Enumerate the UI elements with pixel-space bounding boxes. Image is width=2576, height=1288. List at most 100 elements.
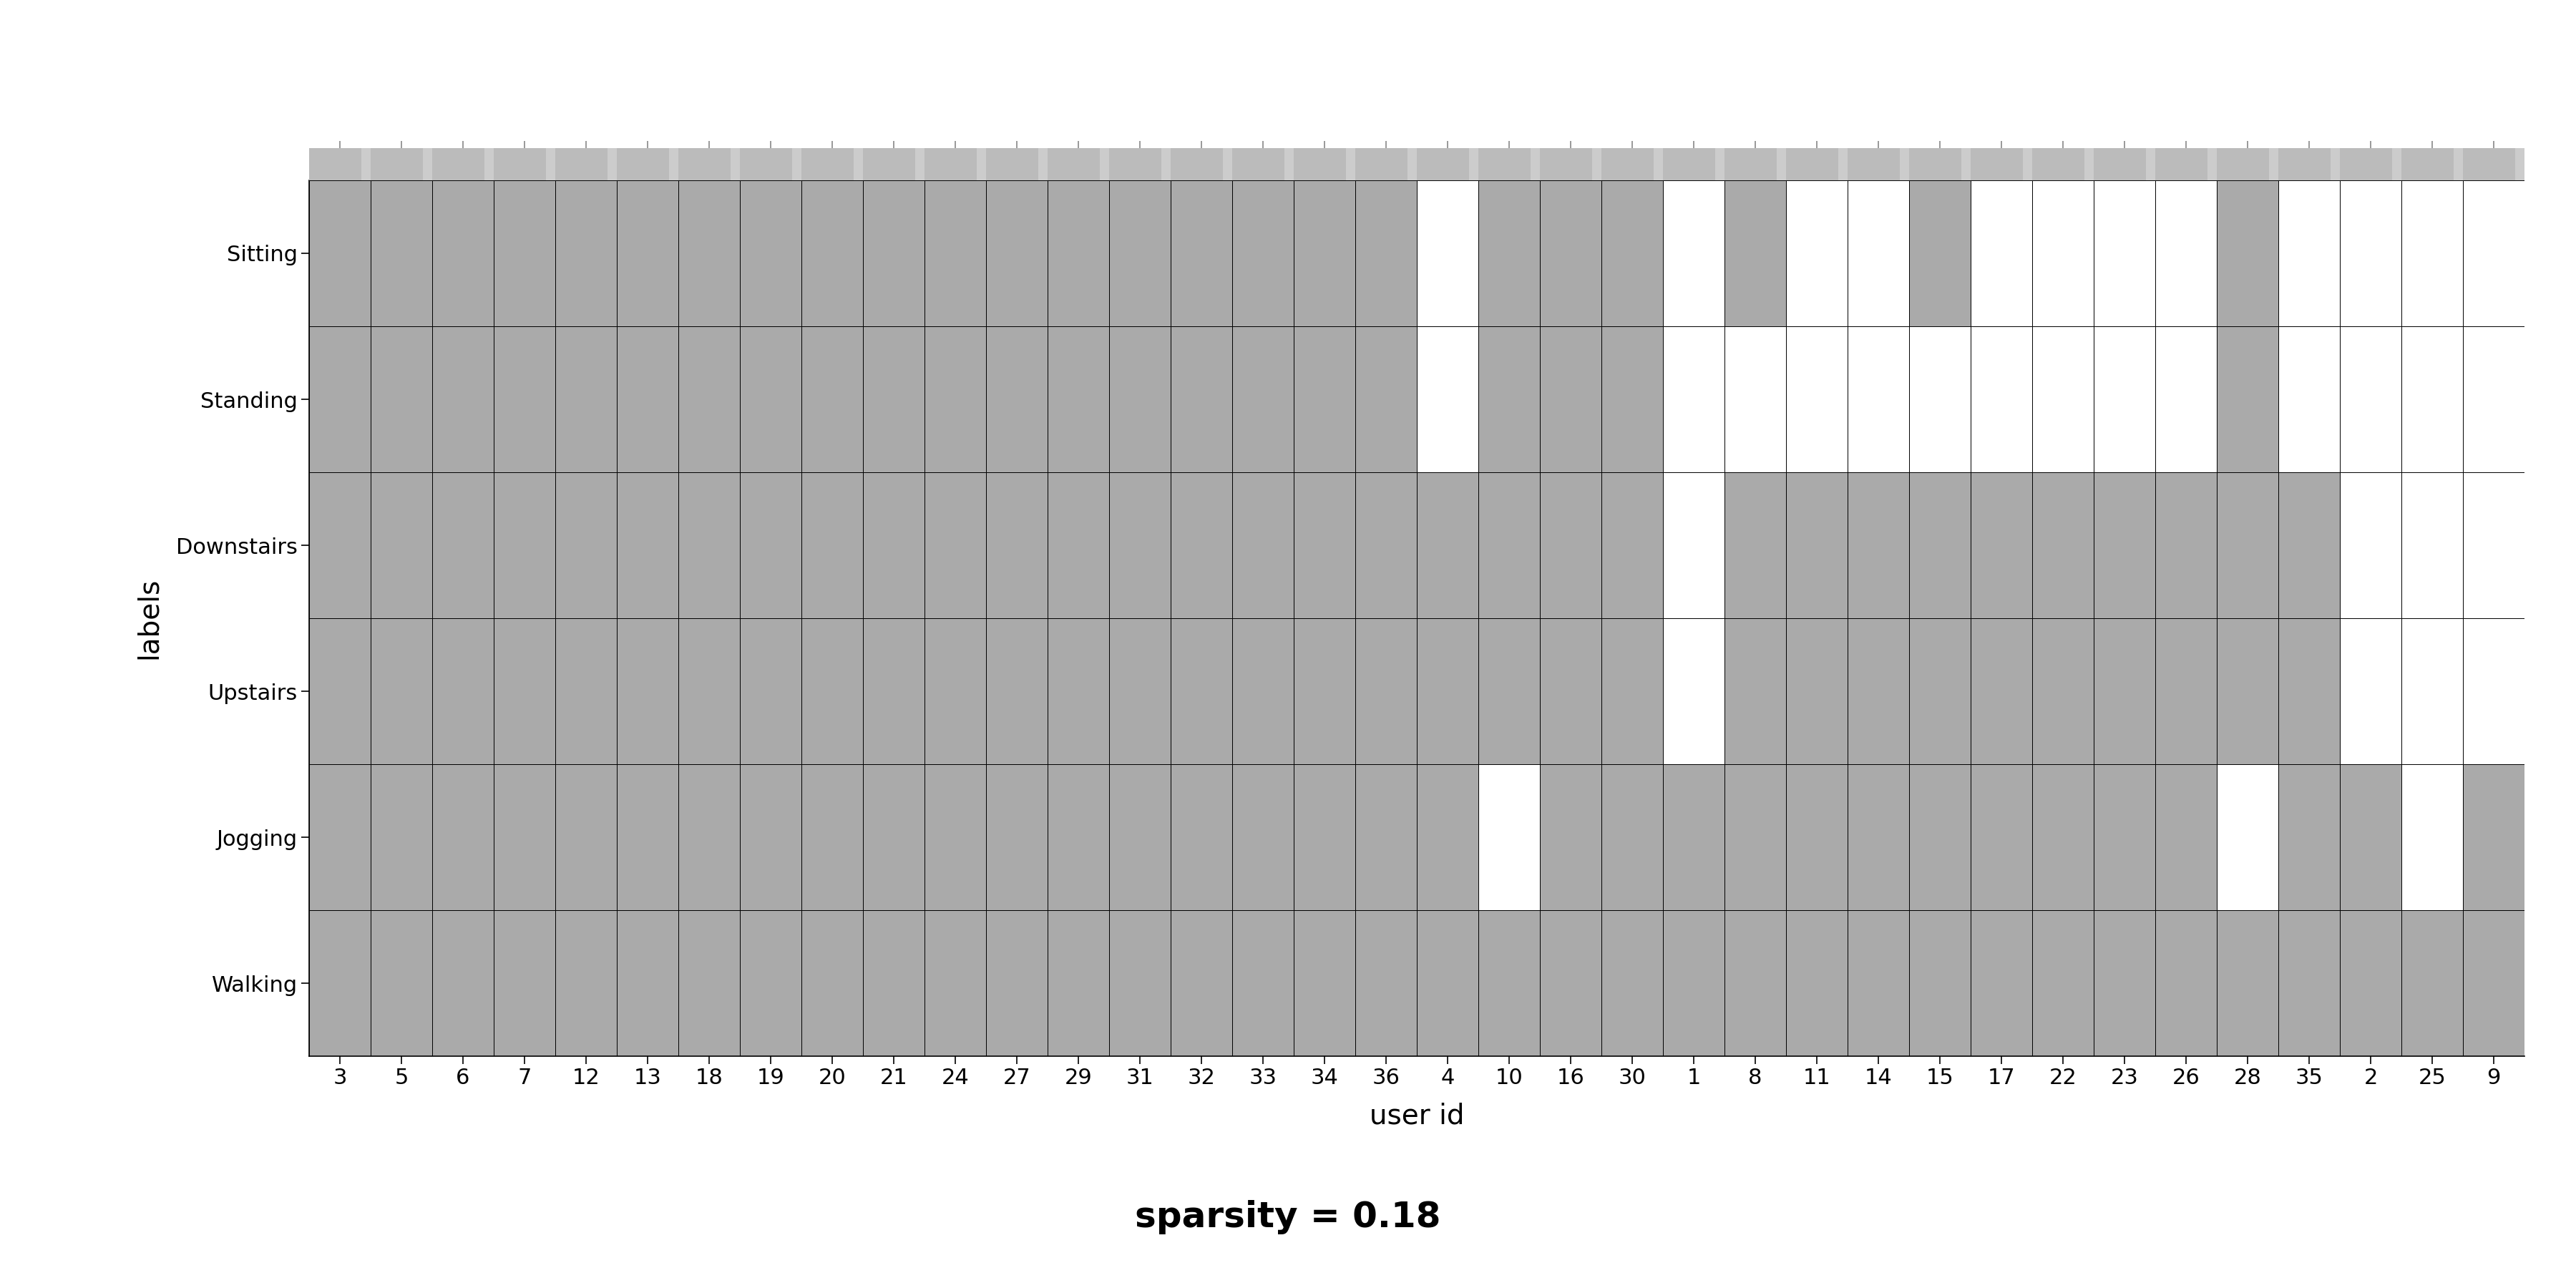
Bar xyxy=(801,473,863,618)
Bar xyxy=(1723,764,1785,911)
Bar xyxy=(1048,764,1110,911)
Bar xyxy=(309,764,371,911)
Bar xyxy=(1785,180,1847,326)
Bar xyxy=(1110,473,1170,618)
Bar xyxy=(677,911,739,1056)
Bar xyxy=(1540,764,1602,911)
Bar xyxy=(2277,764,2339,911)
Bar xyxy=(1847,148,1901,180)
Bar xyxy=(616,618,677,764)
Bar xyxy=(677,326,739,473)
Bar xyxy=(739,911,801,1056)
Bar xyxy=(863,180,925,326)
Bar xyxy=(1602,618,1664,764)
Bar xyxy=(863,764,925,911)
Bar xyxy=(1723,911,1785,1056)
Bar xyxy=(1909,473,1971,618)
Bar xyxy=(1540,148,1592,180)
Bar xyxy=(2401,180,2463,326)
Bar xyxy=(1540,911,1602,1056)
Bar xyxy=(1170,618,1231,764)
Bar xyxy=(1909,764,1971,911)
Bar xyxy=(677,764,739,911)
Bar xyxy=(556,326,616,473)
Bar xyxy=(2463,148,2514,180)
Bar xyxy=(739,764,801,911)
Bar xyxy=(2339,911,2401,1056)
Bar xyxy=(1048,148,1100,180)
Bar xyxy=(863,326,925,473)
Bar xyxy=(739,473,801,618)
Bar xyxy=(2156,911,2218,1056)
Bar xyxy=(925,148,976,180)
Bar xyxy=(433,911,495,1056)
Bar xyxy=(1971,764,2032,911)
Bar xyxy=(495,911,556,1056)
Bar xyxy=(556,911,616,1056)
Bar xyxy=(1909,148,1960,180)
Bar xyxy=(1231,764,1293,911)
Bar xyxy=(1231,326,1293,473)
Bar xyxy=(371,326,433,473)
Bar xyxy=(433,180,495,326)
X-axis label: user id: user id xyxy=(1370,1103,1463,1130)
Bar xyxy=(1293,473,1355,618)
Bar xyxy=(495,473,556,618)
Bar xyxy=(2218,764,2277,911)
Bar xyxy=(1048,911,1110,1056)
Bar xyxy=(1355,911,1417,1056)
Bar xyxy=(1170,148,1224,180)
Bar xyxy=(2401,764,2463,911)
Bar xyxy=(1479,764,1540,911)
Bar xyxy=(371,473,433,618)
Bar xyxy=(1971,618,2032,764)
Bar xyxy=(1417,764,1479,911)
Bar xyxy=(1170,911,1231,1056)
Bar xyxy=(1540,180,1602,326)
Bar xyxy=(677,180,739,326)
Bar xyxy=(925,764,987,911)
Bar xyxy=(495,148,546,180)
Bar xyxy=(1723,618,1785,764)
Bar xyxy=(1602,764,1664,911)
Bar xyxy=(433,473,495,618)
Bar xyxy=(2277,911,2339,1056)
Bar xyxy=(495,764,556,911)
Bar xyxy=(1355,473,1417,618)
Bar xyxy=(1110,618,1170,764)
Bar xyxy=(1479,148,1530,180)
Bar xyxy=(2032,473,2094,618)
Bar xyxy=(1723,180,1785,326)
Bar xyxy=(1971,473,2032,618)
Bar xyxy=(1231,180,1293,326)
Bar xyxy=(1293,618,1355,764)
Bar xyxy=(1785,764,1847,911)
Bar xyxy=(1048,618,1110,764)
Bar xyxy=(1170,180,1231,326)
Bar xyxy=(556,764,616,911)
Bar xyxy=(1602,911,1664,1056)
Bar xyxy=(495,180,556,326)
Bar xyxy=(1048,326,1110,473)
Bar xyxy=(371,911,433,1056)
Bar xyxy=(1664,473,1723,618)
Bar xyxy=(2401,911,2463,1056)
Bar xyxy=(1785,326,1847,473)
Bar xyxy=(433,148,484,180)
Bar xyxy=(2339,148,2393,180)
Bar xyxy=(309,911,371,1056)
Bar xyxy=(2032,180,2094,326)
Bar xyxy=(1417,618,1479,764)
Bar xyxy=(863,148,914,180)
Bar xyxy=(1723,473,1785,618)
Bar xyxy=(2218,473,2277,618)
Bar xyxy=(2032,326,2094,473)
Bar xyxy=(2401,473,2463,618)
Bar xyxy=(1847,326,1909,473)
Bar xyxy=(1048,473,1110,618)
Bar xyxy=(556,473,616,618)
Bar xyxy=(925,473,987,618)
Bar xyxy=(987,764,1048,911)
Bar xyxy=(309,180,371,326)
Bar xyxy=(1540,326,1602,473)
